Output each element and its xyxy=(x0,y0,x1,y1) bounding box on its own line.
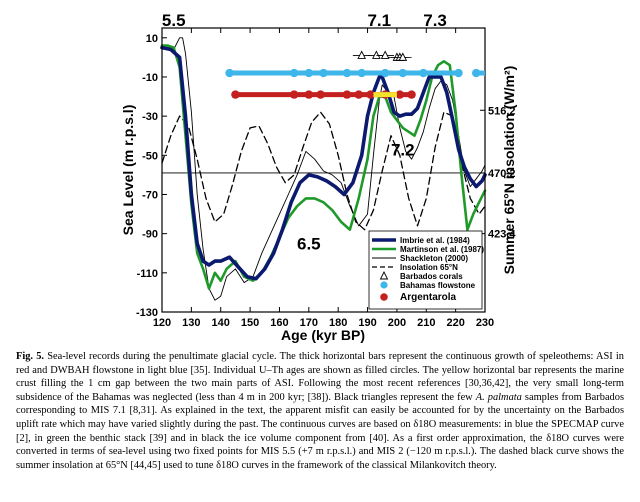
x-tick-label-7: 190 xyxy=(358,317,376,329)
bar-1-age-dot-0 xyxy=(471,68,481,78)
legend: Imbrie et al. (1984)Martinson et al. (19… xyxy=(368,230,484,310)
x-axis-label: Age (kyr BP) xyxy=(281,327,365,343)
series-line-0 xyxy=(160,45,487,281)
x-tick-label-11: 230 xyxy=(476,317,494,329)
y-tick-label-2: -30 xyxy=(142,111,158,123)
bar-2-age-dot-9 xyxy=(407,90,416,99)
x-tick-label-9: 210 xyxy=(417,317,435,329)
bar-0-age-dot-3 xyxy=(319,68,328,78)
caption-label: Fig. 5. xyxy=(16,351,45,362)
bar-0-age-dot-7 xyxy=(398,68,407,78)
legend-label-5: Bahamas flowstone xyxy=(400,281,476,290)
series-line-3 xyxy=(161,111,486,231)
stage-label-0: 5.5 xyxy=(162,11,186,30)
y-axis-label: Sea Level (m r.p.s.l) xyxy=(120,105,136,236)
legend-label-2: Shackleton (2000) xyxy=(400,254,468,263)
bar-0-age-dot-5 xyxy=(357,68,366,78)
x-tick-label-4: 160 xyxy=(270,317,288,329)
stage-labels: 5.5 7.1 7.3 7.2 6.5 xyxy=(162,11,447,253)
coral-triangle-5 xyxy=(398,52,408,61)
legend-swatch-4 xyxy=(379,270,389,280)
caption-text: Sea-level records during the penultimate… xyxy=(16,351,624,403)
bar-2-age-dot-5 xyxy=(354,90,363,99)
legend-label-1: Martinson et al. (1987) xyxy=(400,245,484,254)
bar-0-age-dot-0 xyxy=(225,68,234,78)
x-tick-label-3: 150 xyxy=(241,317,259,329)
bar-0-age-dot-2 xyxy=(304,68,314,78)
x-tick-label-8: 200 xyxy=(388,317,406,329)
y-tick-label-0: 10 xyxy=(146,33,158,45)
coral-triangle-1 xyxy=(372,50,381,59)
bar-2-age-dot-4 xyxy=(342,90,352,99)
x-tick-label-10: 220 xyxy=(446,317,464,329)
legend-box xyxy=(368,230,483,310)
series-line-1 xyxy=(160,44,487,290)
y2-tick-label-2: 423.4 xyxy=(488,229,516,241)
stage-label-4: 6.5 xyxy=(297,234,321,253)
y2-tick-label-1: 470.2 xyxy=(488,168,516,180)
x-tick-label-6: 180 xyxy=(329,317,347,329)
y-tick-label-6: -110 xyxy=(137,268,158,280)
bar-0-age-dot-6 xyxy=(380,68,390,78)
bar-2-age-dot-2 xyxy=(304,90,314,99)
caption-text-2: samples from Barbados corresponding to M… xyxy=(16,391,624,471)
y-tick-label-7: -130 xyxy=(136,307,158,319)
figure-caption: Fig. 5. Sea-level records during the pen… xyxy=(16,350,624,472)
bar-2-age-dot-6 xyxy=(366,90,375,99)
sea-level-chart: 120 130 140 150 160 170 180 190 200 210 220 230 10 -1… xyxy=(120,11,517,343)
bar-2-age-dot-3 xyxy=(316,90,325,99)
x-tick-label-0: 120 xyxy=(153,317,171,329)
plot-frame xyxy=(161,27,486,313)
y2-axis-label: Summer 65°N insolation (W/m²) xyxy=(501,66,517,275)
axis-ticks: 120 130 140 150 160 170 180 190 200 210 220 230 10 -1… xyxy=(136,28,494,329)
stage-label-2: 7.3 xyxy=(423,11,447,30)
series-line-2 xyxy=(161,37,486,301)
bar-0-age-dot-4 xyxy=(342,68,352,78)
y-tick-label-5: -90 xyxy=(142,229,158,241)
bar-2-age-dot-0 xyxy=(231,90,240,99)
bar-0-age-dot-1 xyxy=(289,68,299,78)
x-tick-label-2: 140 xyxy=(212,317,230,329)
x-tick-label-5: 170 xyxy=(300,317,318,329)
legend-swatch-5 xyxy=(380,281,388,289)
caption-species: A. palmata xyxy=(475,391,522,403)
y2-tick-label-0: 516.2 xyxy=(488,105,516,117)
data-markers xyxy=(225,50,485,99)
y-tick-label-3: -50 xyxy=(142,150,158,162)
bar-0-age-dot-9 xyxy=(454,68,463,78)
legend-label-0: Imbrie et al. (1984) xyxy=(400,236,470,245)
y-tick-label-1: -10 xyxy=(142,72,158,84)
legend-label-4: Barbados corals xyxy=(400,272,463,281)
right-axis-ticks: 516.2 470.2 423.4 xyxy=(480,105,516,241)
y-tick-label-4: -70 xyxy=(142,189,158,201)
legend-label-6: Argentarola xyxy=(400,292,457,303)
stage-label-3: 7.2 xyxy=(391,140,415,159)
bar-0-age-dot-8 xyxy=(419,68,428,78)
coral-triangle-2 xyxy=(380,50,390,59)
bar-2-age-dot-1 xyxy=(289,90,299,99)
legend-label-3: Insolation 65°N xyxy=(400,263,458,272)
legend-swatch-6 xyxy=(380,293,388,301)
stage-label-1: 7.1 xyxy=(367,11,391,30)
x-tick-label-1: 130 xyxy=(182,317,200,329)
coral-triangle-0 xyxy=(357,50,367,59)
plot-lines xyxy=(160,37,487,301)
bar-2-age-dot-8 xyxy=(395,90,405,99)
